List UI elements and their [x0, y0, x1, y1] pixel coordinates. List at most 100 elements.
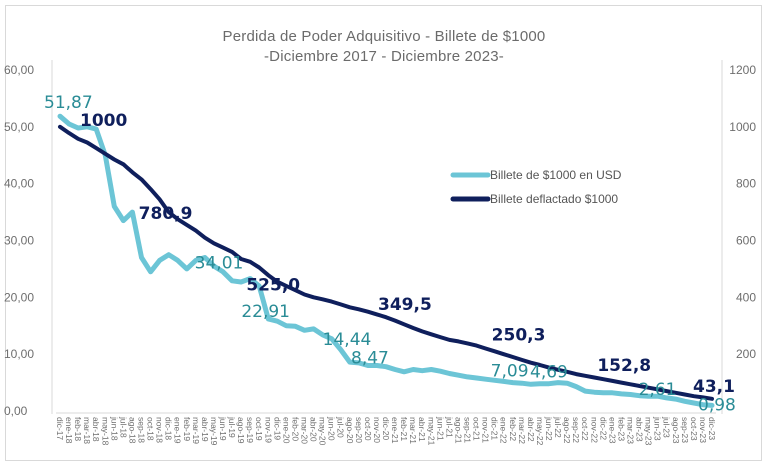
x-tick-label: dic-18 — [164, 417, 174, 440]
left-y-axis: 0,00 10,00 20,00 30,00 40,00 50,00 60,00 — [4, 60, 53, 418]
x-tick-label: oct-21 — [472, 417, 482, 441]
x-tick-label: nov-19 — [263, 417, 273, 443]
x-tick-label: mar-18 — [82, 417, 92, 444]
x-tick-label: mar-22 — [517, 417, 527, 444]
x-tick-label: abr-19 — [200, 417, 210, 442]
x-tick-label: feb-21 — [399, 417, 409, 441]
x-tick-label: jul-18 — [118, 416, 128, 438]
x-tick-label: jun-23 — [653, 416, 663, 441]
data-label: 1000 — [80, 111, 127, 131]
x-tick-label: dic-23 — [707, 417, 717, 440]
data-label: 4,69 — [530, 363, 568, 383]
data-label: 152,8 — [597, 356, 651, 376]
data-label: 43,1 — [693, 377, 735, 397]
y2-tick-label: 800 — [736, 177, 756, 191]
y-tick-label: 20,00 — [4, 290, 34, 304]
x-tick-label: may-18 — [100, 417, 110, 446]
x-tick-label: sep-21 — [463, 417, 473, 443]
x-tick-label: sep-19 — [245, 417, 255, 443]
x-tick-label: ene-23 — [607, 417, 617, 444]
x-tick-label: may-21 — [426, 417, 436, 446]
data-label: 780,9 — [139, 204, 193, 224]
x-tick-label: sep-18 — [137, 417, 147, 443]
data-label: 250,3 — [492, 325, 546, 345]
x-tick-label: ago-22 — [562, 417, 572, 444]
x-axis: dic-17 ene-18 feb-18 mar-18 abr-18 may-18 jun-… — [55, 412, 717, 446]
y2-tick-label: 600 — [736, 234, 756, 248]
x-tick-label: abr-20 — [309, 417, 319, 442]
data-label: 8,47 — [351, 349, 389, 369]
x-tick-label: jul-22 — [553, 416, 563, 438]
y-tick-label: 0,00 — [4, 404, 28, 418]
x-tick-label: ago-18 — [127, 417, 137, 444]
x-tick-label: nov-18 — [155, 417, 165, 443]
series-line-deflactado — [58, 124, 714, 401]
legend-label: Billete deflactado $1000 — [490, 192, 618, 206]
y2-tick-label: 200 — [736, 347, 756, 361]
x-tick-label: sep-22 — [571, 417, 581, 443]
x-tick-label: oct-23 — [689, 417, 699, 441]
x-tick-label: feb-19 — [182, 417, 192, 441]
data-label: 2,61 — [639, 380, 677, 400]
x-tick-label: ago-19 — [236, 417, 246, 444]
x-tick-label: ene-22 — [499, 417, 509, 444]
y2-tick-label: 400 — [736, 290, 756, 304]
x-tick-label: jun-18 — [109, 416, 119, 441]
data-label: 22,91 — [241, 302, 290, 322]
x-tick-label: ago-20 — [345, 417, 355, 444]
series-line-usd — [57, 113, 715, 408]
x-tick-label: dic-20 — [381, 417, 391, 440]
x-tick-label: dic-21 — [490, 417, 500, 440]
data-label: 51,87 — [44, 93, 93, 113]
x-tick-label: jun-21 — [435, 416, 445, 441]
x-tick-label: ago-23 — [671, 417, 681, 444]
x-tick-label: mar-21 — [408, 417, 418, 444]
legend-label: Billete de $1000 en USD — [490, 168, 622, 182]
x-tick-label: jul-23 — [662, 416, 672, 438]
x-tick-label: ene-21 — [390, 417, 400, 444]
y-tick-label: 30,00 — [4, 234, 34, 248]
x-tick-label: jul-20 — [336, 416, 346, 438]
y2-tick-label: 1000 — [729, 120, 756, 134]
series-lines — [57, 113, 715, 408]
x-tick-label: may-22 — [535, 417, 545, 446]
x-tick-label: may-20 — [318, 417, 328, 446]
x-tick-label: mar-19 — [191, 417, 201, 444]
y-tick-label: 10,00 — [4, 347, 34, 361]
x-tick-label: abr-21 — [417, 417, 427, 442]
x-tick-label: abr-23 — [635, 417, 645, 442]
data-label: 0,98 — [698, 395, 736, 415]
data-labels: 51,87 34,01 22,91 14,448,47 7,09 4,69 2,61 0,98… — [44, 93, 736, 415]
x-tick-label: mar-23 — [626, 417, 636, 444]
chart-subtitle: -Diciembre 2017 - Diciembre 2023- — [263, 48, 505, 65]
x-tick-label: abr-22 — [526, 417, 536, 442]
right-y-axis: 200 400 600 800 1000 1200 — [721, 60, 756, 414]
legend: Billete de $1000 en USD Billete deflactad… — [450, 168, 622, 206]
x-tick-label: feb-23 — [616, 417, 626, 441]
x-tick-label: dic-17 — [55, 417, 65, 440]
chart-title: Perdida de Poder Adquisitivo - Billete d… — [222, 28, 546, 45]
x-tick-label: dic-22 — [598, 417, 608, 440]
data-label: 14,44 — [323, 330, 372, 350]
x-tick-label: feb-22 — [508, 417, 518, 441]
x-tick-label: sep-23 — [680, 417, 690, 443]
y2-tick-label: 1200 — [729, 63, 756, 77]
x-tick-label: may-23 — [644, 417, 654, 446]
x-tick-label: feb-20 — [290, 417, 300, 441]
x-tick-label: nov-22 — [589, 417, 599, 443]
x-tick-label: oct-22 — [580, 417, 590, 441]
x-tick-label: sep-20 — [354, 417, 364, 443]
x-tick-label: jul-21 — [444, 416, 454, 438]
data-label: 34,01 — [195, 254, 244, 274]
y-tick-label: 50,00 — [4, 120, 34, 134]
x-tick-label: nov-23 — [698, 417, 708, 443]
x-tick-label: nov-21 — [481, 417, 491, 443]
x-tick-label: dic-19 — [272, 417, 282, 440]
x-tick-label: oct-20 — [363, 417, 373, 441]
x-tick-label: ago-21 — [453, 417, 463, 444]
x-tick-label: jun-20 — [327, 416, 337, 441]
x-tick-label: feb-18 — [73, 417, 83, 441]
x-tick-label: jun-22 — [544, 416, 554, 441]
x-tick-label: mar-20 — [300, 417, 310, 444]
